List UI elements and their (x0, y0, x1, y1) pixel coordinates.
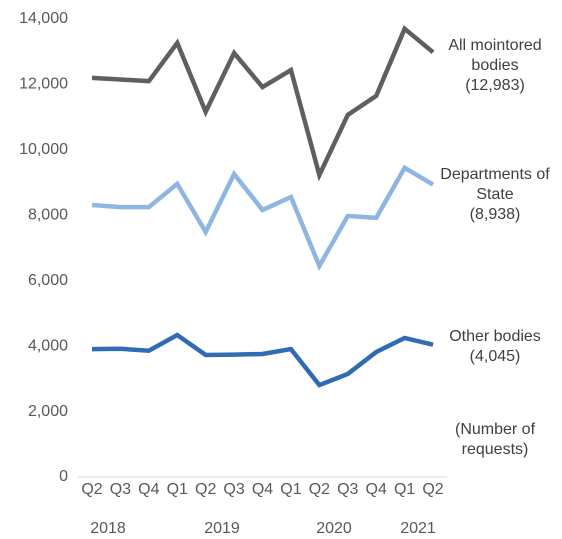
y-tick-label: 6,000 (28, 272, 68, 289)
x-tick-label: Q2 (309, 481, 330, 498)
line (91, 332, 434, 388)
x-tick-label: Q1 (394, 481, 415, 498)
legend-label: All mointored bodies (448, 37, 542, 74)
x-tick-label: Q1 (167, 481, 188, 498)
y-tick-label: 8,000 (28, 207, 68, 224)
x-tick-label: Q4 (252, 481, 273, 498)
x-tick-label: Q3 (110, 481, 131, 498)
y-tick-label: 2,000 (28, 403, 68, 420)
x-tick-label: Q1 (280, 481, 301, 498)
y-tick-label: 0 (59, 468, 68, 485)
x-tick-label: Q2 (422, 481, 443, 498)
year-label: 2019 (204, 520, 240, 537)
x-tick-label: Q3 (337, 481, 358, 498)
x-tick-label: Q2 (195, 481, 216, 498)
year-label: 2018 (90, 520, 126, 537)
y-axis-label: (Number of requests) (454, 421, 536, 458)
x-tick-label: Q4 (138, 481, 159, 498)
value-label: (12,983) (465, 77, 525, 94)
y-tick-label: 14,000 (19, 10, 68, 27)
line (91, 164, 435, 272)
value-label: (4,045) (469, 348, 521, 365)
line (91, 25, 435, 182)
year-label: 2021 (400, 520, 436, 537)
x-tick-label: Q3 (223, 481, 244, 498)
y-tick-label: 12,000 (19, 76, 68, 93)
x-tick-label: Q2 (81, 481, 102, 498)
legend-label: Departments of State (440, 166, 550, 203)
legend-label: Other bodies (449, 328, 541, 345)
y-tick-label: 10,000 (19, 141, 68, 158)
value-label: (8,938) (469, 206, 521, 223)
year-label: 2020 (316, 520, 352, 537)
x-tick-label: Q4 (366, 481, 387, 498)
y-tick-label: 4,000 (28, 337, 68, 354)
